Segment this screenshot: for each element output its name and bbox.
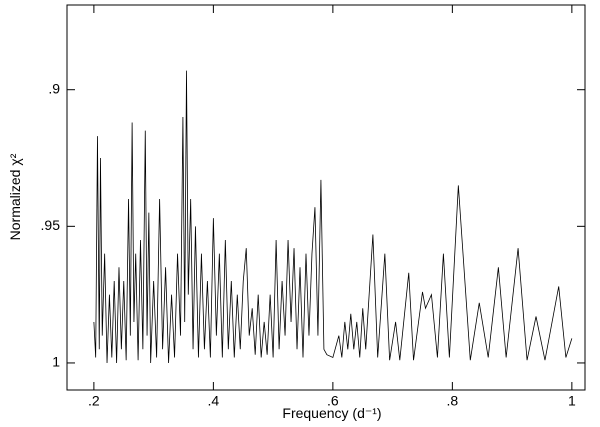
x-axis-label: Frequency (d⁻¹) [282,405,381,421]
x-tick-label: 1 [568,393,576,409]
y-tick-label: 1 [52,354,60,370]
y-tick-label: .9 [48,80,60,96]
x-tick-label: .4 [208,393,220,409]
plot-frame [66,4,586,391]
x-tick-label: .8 [447,393,459,409]
x-tick-label: .6 [327,393,339,409]
x-tick-label: .2 [88,393,100,409]
y-tick-label: .95 [41,217,61,233]
series-line [93,70,573,363]
y-axis-label: Normalized χ² [7,153,23,240]
